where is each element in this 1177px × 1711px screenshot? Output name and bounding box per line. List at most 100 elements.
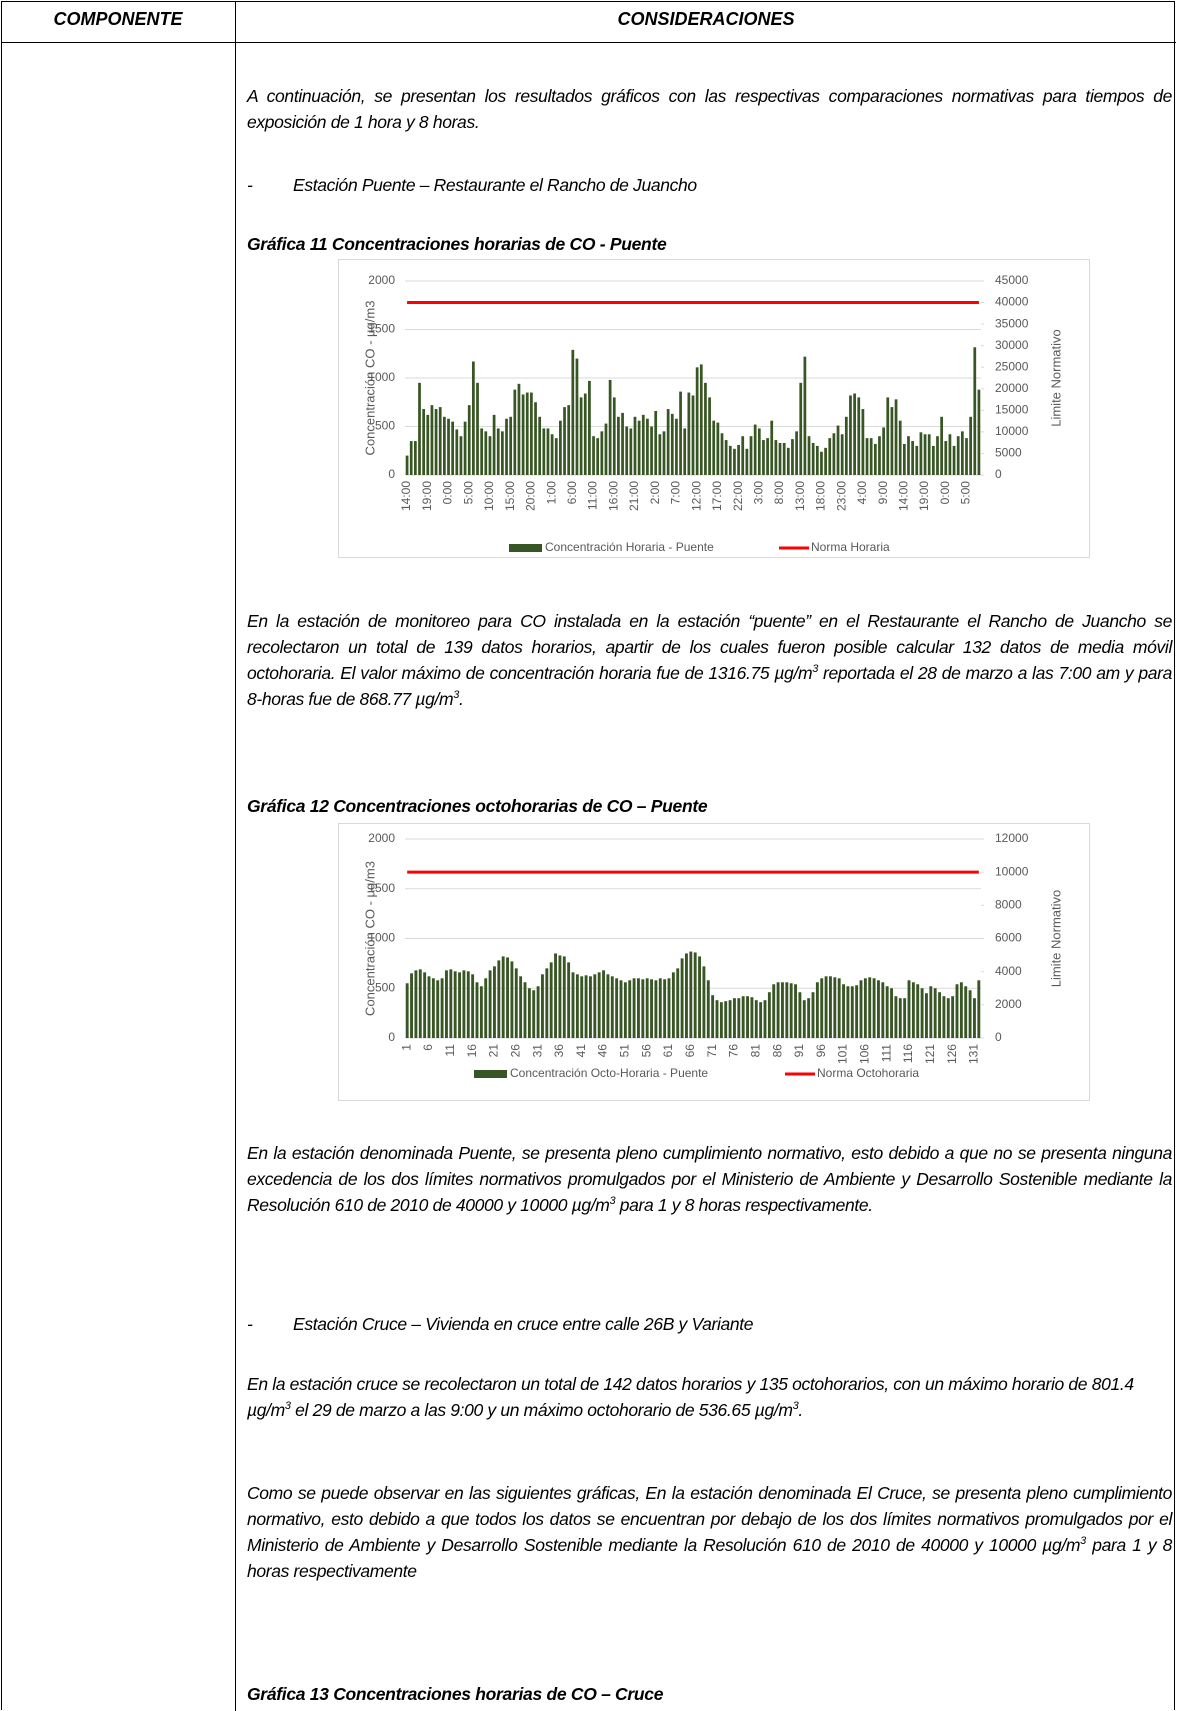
paragraph: En la estación cruce se recolectaron un … [247, 1371, 1162, 1423]
y2-axis-title: Limite Normativo [1048, 890, 1063, 988]
x-tick-label: 14:00 [897, 481, 911, 511]
bar [436, 980, 440, 1038]
bar [409, 441, 413, 475]
bar [623, 982, 627, 1038]
bar [525, 392, 529, 475]
bar [442, 416, 446, 475]
bar [890, 988, 893, 1038]
bar [737, 444, 740, 475]
bar [438, 407, 442, 475]
bar [571, 349, 575, 475]
x-tick-label: 56 [639, 1044, 653, 1058]
x-tick-label: 5:00 [461, 481, 475, 505]
bar [583, 393, 587, 475]
bar [811, 442, 815, 475]
bar [695, 367, 699, 475]
bar [824, 447, 827, 475]
bar [679, 391, 682, 475]
bar [759, 1002, 763, 1038]
bar [628, 980, 632, 1038]
y-tick-label: 1500 [368, 881, 395, 895]
bar [459, 436, 463, 475]
bar [558, 955, 562, 1038]
y-tick-label: 500 [375, 419, 395, 433]
bar [868, 977, 872, 1038]
x-tick-label: 5:00 [959, 481, 973, 505]
bar [782, 442, 786, 475]
x-tick-label: 91 [792, 1044, 806, 1058]
y2-tick-label: 25000 [995, 359, 1029, 373]
bar [872, 978, 876, 1038]
bar [671, 972, 675, 1038]
bar [496, 428, 500, 475]
bar [733, 998, 736, 1038]
bar [562, 956, 566, 1038]
bullet-marker: - [247, 1314, 253, 1334]
bar [687, 392, 691, 475]
x-tick-label: 66 [683, 1044, 697, 1058]
bar [538, 416, 542, 475]
bar [410, 973, 413, 1038]
bar [933, 988, 937, 1038]
bar [940, 416, 944, 475]
text-run: . [459, 689, 464, 709]
x-tick-label: 3:00 [751, 481, 765, 505]
bar [654, 980, 658, 1038]
x-tick-label: 18:00 [814, 481, 828, 511]
text-run: el 29 de marzo a las 9:00 y un máximo oc… [290, 1400, 793, 1420]
x-tick-label: 16 [465, 1044, 479, 1058]
bar [532, 990, 536, 1038]
legend-label: Concentración Octo-Horaria - Puente [510, 1066, 708, 1080]
x-tick-label: 16:00 [606, 481, 620, 511]
bar [691, 395, 695, 475]
bar [617, 416, 620, 475]
bar [680, 958, 684, 1038]
y-axis-title: Concentración CO - µg/m3 [362, 861, 377, 1016]
y2-tick-label: 0 [995, 467, 1002, 481]
bar [877, 980, 880, 1038]
x-tick-label: 96 [814, 1044, 828, 1058]
bar [842, 984, 845, 1038]
y2-tick-label: 15000 [995, 403, 1029, 417]
bar [488, 436, 492, 475]
bar [711, 995, 715, 1038]
bar [619, 980, 623, 1038]
bar [612, 397, 616, 475]
bar [938, 992, 941, 1038]
bar [757, 428, 761, 475]
superscript: 3 [1080, 1535, 1086, 1548]
y2-tick-label: 6000 [995, 931, 1022, 945]
bar [604, 423, 608, 475]
y-tick-label: 2000 [368, 831, 395, 845]
x-tick-label: 11 [443, 1044, 457, 1057]
bar [820, 978, 824, 1038]
x-tick-label: 41 [574, 1044, 588, 1058]
bar [596, 438, 600, 475]
bar [458, 972, 461, 1038]
y-tick-label: 0 [388, 467, 395, 481]
chart-frame [338, 823, 1090, 1101]
bar [608, 379, 612, 475]
y2-tick-label: 12000 [995, 831, 1029, 845]
bar [527, 988, 531, 1038]
bar [737, 998, 741, 1038]
bar [632, 978, 636, 1038]
bar [497, 960, 501, 1038]
text-run: En la estación denominada Puente, se pre… [247, 1143, 1172, 1215]
bar [658, 434, 662, 475]
y2-tick-label: 45000 [995, 273, 1029, 287]
x-tick-label: 46 [596, 1044, 610, 1058]
superscript: 3 [812, 663, 818, 676]
x-tick-label: 8:00 [772, 481, 786, 505]
x-tick-label: 13:00 [793, 481, 807, 511]
bar [964, 986, 968, 1038]
x-tick-label: 51 [618, 1044, 632, 1058]
header-cell: COMPONENTE [53, 9, 183, 29]
paragraph: En la estación denominada Puente, se pre… [247, 1140, 1172, 1218]
y2-axis-title: Limite Normativo [1048, 329, 1063, 427]
bullet-text: Estación Puente – Restaurante el Rancho … [293, 175, 697, 195]
bar [959, 982, 963, 1038]
bar [916, 984, 920, 1038]
x-tick-label: 20:00 [524, 481, 538, 511]
bar [426, 414, 430, 475]
